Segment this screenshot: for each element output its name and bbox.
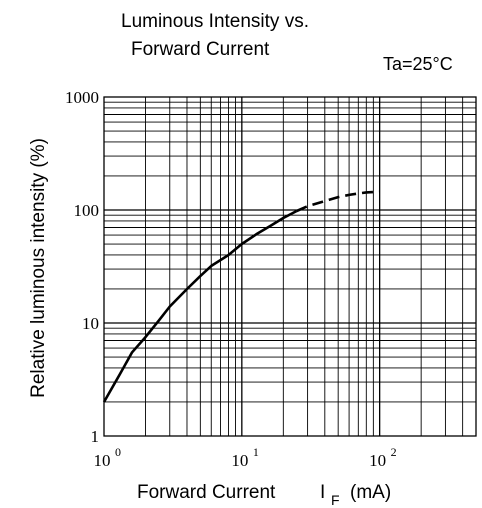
x-axis-label-unit: (mA) <box>350 482 391 503</box>
x-axis-label-main: Forward Current <box>137 482 276 503</box>
x-tick-label-base: 10 <box>231 451 248 470</box>
y-axis-label: Relative luminous intensity (%) <box>28 138 49 398</box>
y-tick-labels: 1000 100 10 1 <box>65 88 99 446</box>
y-tick-label: 1 <box>91 427 100 446</box>
chart-title-line-2: Forward Current <box>131 39 270 60</box>
x-axis-label: Forward Current I F (mA) <box>137 482 391 508</box>
x-tick-label-exponent: 2 <box>391 445 397 459</box>
y-tick-label: 10 <box>82 314 99 333</box>
chart-title: Luminous Intensity vs. Forward Current <box>121 11 309 60</box>
x-tick-label-base: 10 <box>369 451 386 470</box>
x-axis-label-symbol: I <box>320 482 325 503</box>
plot-series <box>102 190 380 403</box>
plot-frame <box>103 96 477 437</box>
plot-grid <box>103 96 477 437</box>
x-axis-label-subscript: F <box>331 492 340 508</box>
x-tick-labels: 10 0 10 1 10 2 <box>94 445 397 470</box>
series-line-dashed <box>296 190 380 213</box>
y-tick-label: 1000 <box>65 88 99 107</box>
chart-title-line-1: Luminous Intensity vs. <box>121 11 309 32</box>
series-line-solid <box>102 209 298 403</box>
temperature-condition-label: Ta=25°C <box>383 54 453 74</box>
x-tick-label-exponent: 1 <box>253 445 259 459</box>
x-tick-label-base: 10 <box>94 451 111 470</box>
y-tick-label: 100 <box>74 201 100 220</box>
x-tick-label-exponent: 0 <box>115 445 121 459</box>
